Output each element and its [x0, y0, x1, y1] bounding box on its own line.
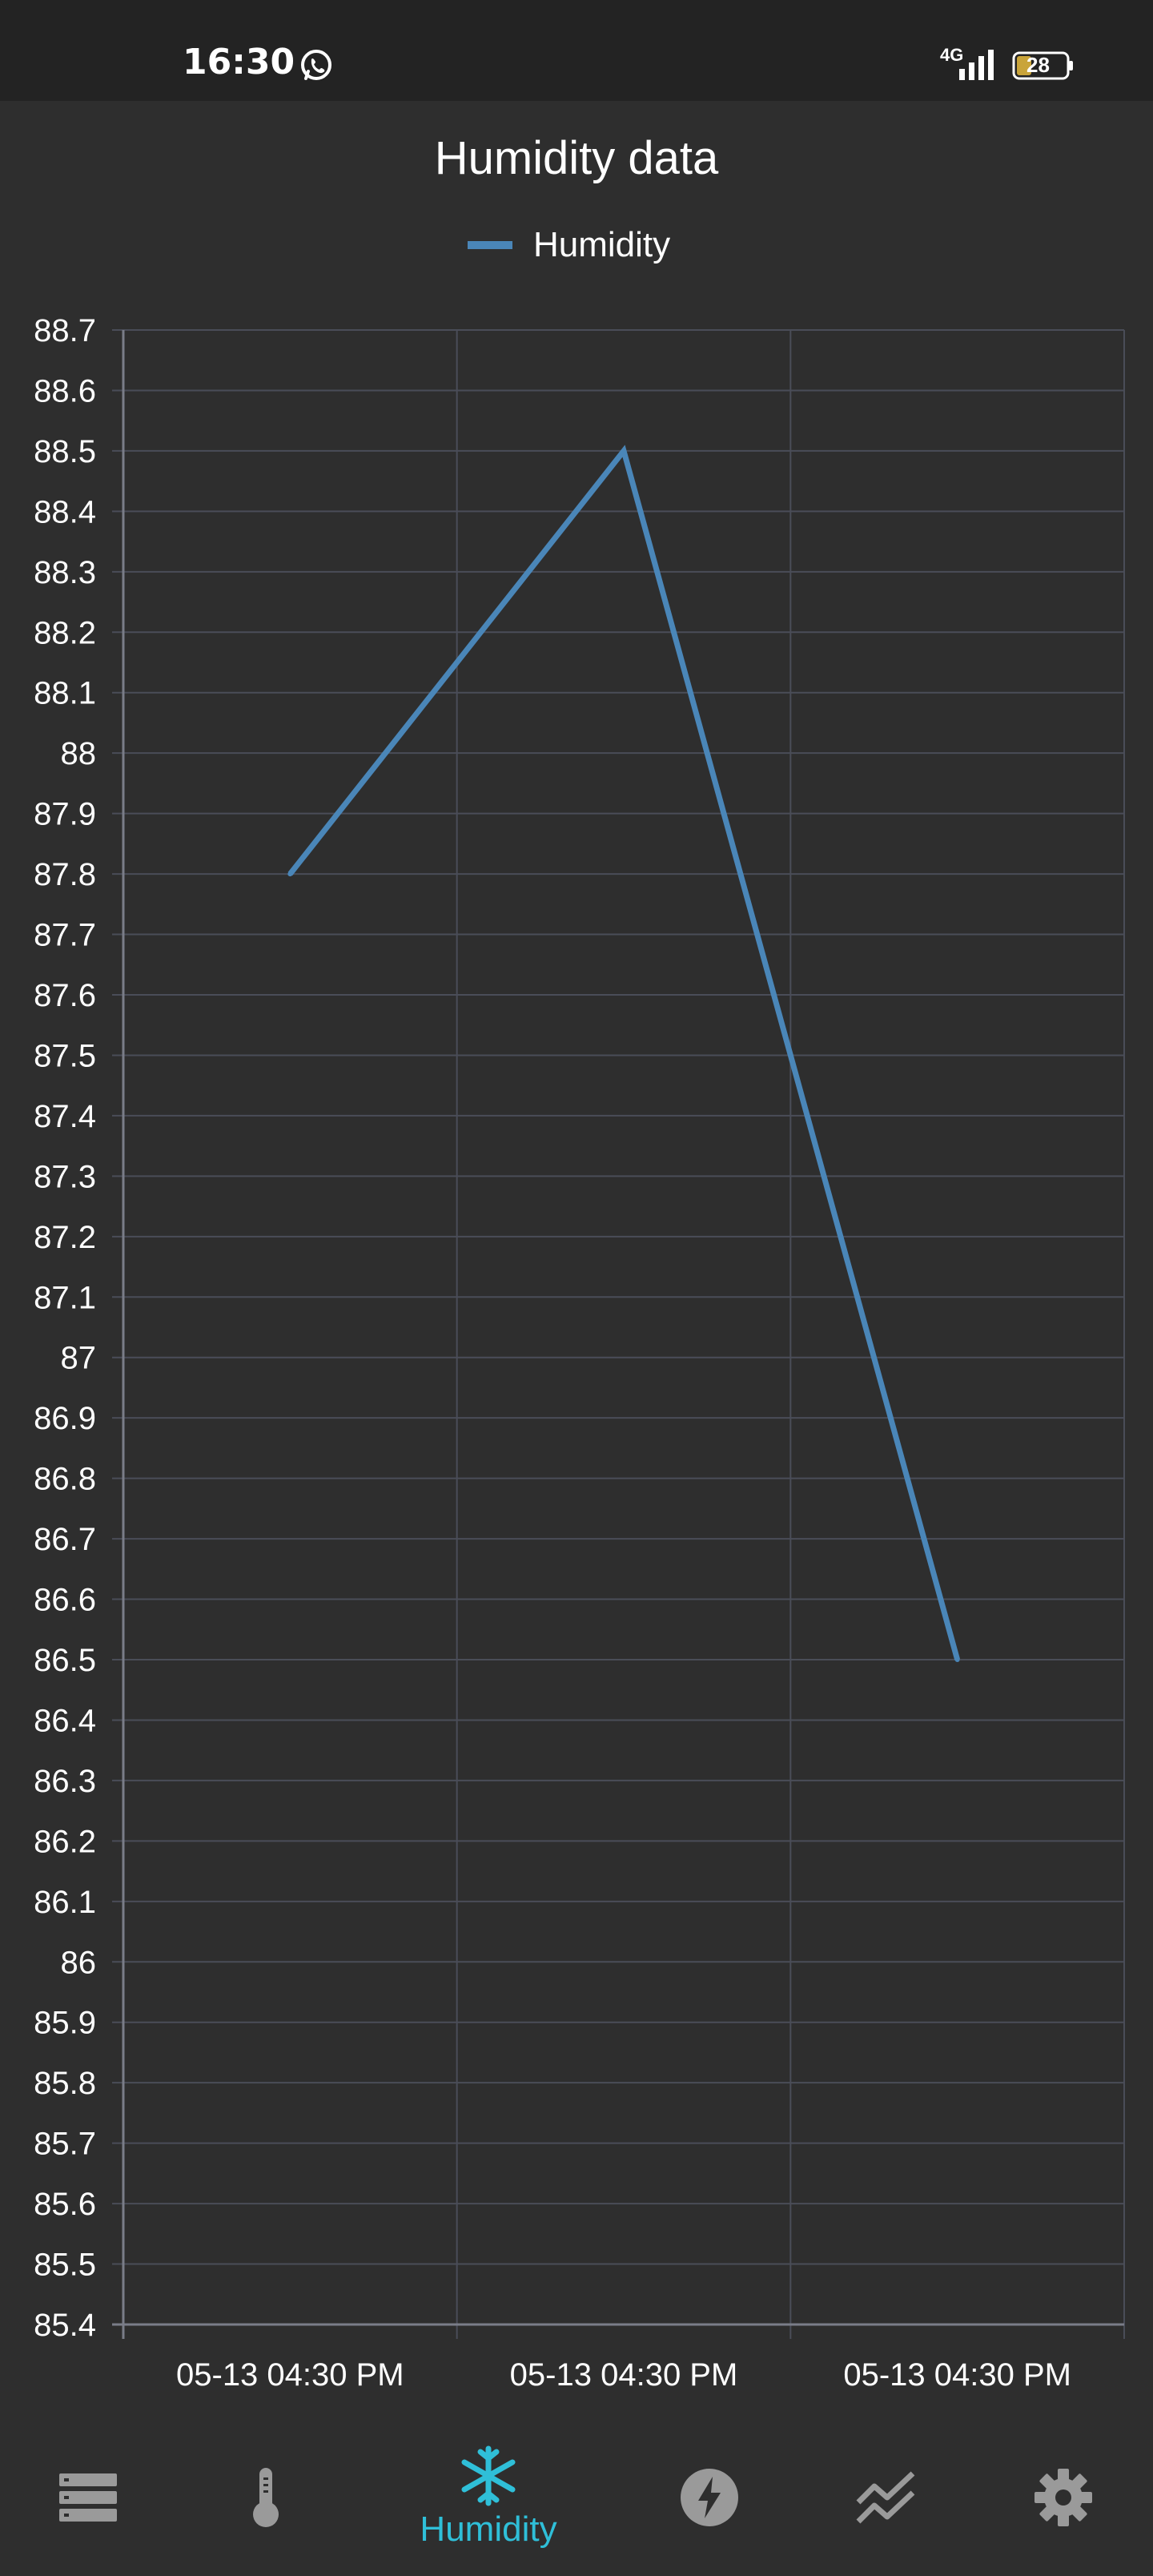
y-tick-label: 85.8: [34, 2066, 96, 2101]
y-tick-label: 87.3: [34, 1159, 96, 1194]
nav-item-list[interactable]: [48, 2419, 128, 2576]
snowflake-icon: [461, 2445, 516, 2506]
y-tick-label: 88: [61, 736, 97, 771]
y-tick-label: 86: [61, 1945, 97, 1980]
y-tick-label: 86.7: [34, 1522, 96, 1557]
y-tick-label: 87.9: [34, 797, 96, 832]
bottom-navigation: Humidity: [0, 2419, 1153, 2576]
status-bar: 16:30 4G 28: [0, 0, 1153, 101]
x-tick-label: 05-13 04:30 PM: [176, 2357, 404, 2387]
y-tick-label: 86.4: [34, 1703, 96, 1738]
y-tick-label: 85.7: [34, 2127, 96, 2162]
status-time: 16:30: [183, 42, 295, 83]
y-tick-label: 85.9: [34, 2006, 96, 2041]
y-tick-label: 87: [61, 1341, 97, 1376]
y-tick-label: 85.4: [34, 2308, 96, 2343]
battery-icon: [1012, 51, 1073, 80]
nav-label-humidity: Humidity: [420, 2510, 557, 2549]
y-tick-label: 88.3: [34, 555, 96, 590]
nav-item-trends[interactable]: [846, 2419, 926, 2576]
y-tick-label: 87.7: [34, 918, 96, 953]
y-tick-label: 88.7: [34, 313, 96, 348]
y-tick-label: 87.4: [34, 1099, 96, 1134]
gear-icon: [1034, 2469, 1092, 2526]
nav-item-humidity[interactable]: Humidity: [400, 2419, 576, 2576]
y-tick-label: 87.2: [34, 1220, 96, 1255]
legend-swatch: [468, 241, 512, 249]
nav-item-settings[interactable]: [1023, 2419, 1103, 2576]
network-type: 4G: [940, 45, 964, 65]
y-tick-label: 86.5: [34, 1643, 96, 1678]
y-tick-label: 88.4: [34, 494, 96, 529]
y-tick-label: 86.3: [34, 1764, 96, 1799]
humidity-chart[interactable]: 88.7 88.6 88.5 88.4 88.3 88.2 88.1 88 87.9 87.8 87…: [0, 304, 1153, 2387]
chart-legend[interactable]: Humidity: [468, 223, 670, 268]
y-tick-label: 87.6: [34, 978, 96, 1013]
y-tick-label: 86.9: [34, 1401, 96, 1436]
y-tick-label: 88.1: [34, 676, 96, 711]
chart-title: Humidity data: [434, 132, 719, 184]
whatsapp-icon: [301, 50, 331, 80]
legend-label: Humidity: [533, 225, 671, 264]
y-tick-label: 88.2: [34, 615, 96, 650]
battery-level: 28: [1026, 53, 1050, 77]
y-tick-label: 85.5: [34, 2248, 96, 2283]
x-tick-label: 05-13 04:30 PM: [510, 2357, 738, 2387]
signal-icon: [959, 50, 994, 80]
x-tick-label: 05-13 04:30 PM: [843, 2357, 1071, 2387]
thermometer-icon: [253, 2468, 279, 2527]
y-tick-label: 86.2: [34, 1824, 96, 1859]
y-tick-label: 86.8: [34, 1462, 96, 1497]
lightning-icon: [681, 2469, 738, 2526]
y-tick-label: 88.5: [34, 434, 96, 469]
list-icon: [59, 2473, 117, 2522]
y-tick-label: 85.6: [34, 2187, 96, 2222]
nav-item-temperature[interactable]: [226, 2419, 306, 2576]
y-tick-label: 87.8: [34, 857, 96, 892]
data-point: [621, 448, 626, 453]
data-point: [954, 1657, 960, 1662]
y-tick-label: 87.1: [34, 1280, 96, 1315]
trend-icon: [856, 2471, 915, 2524]
nav-item-power[interactable]: [669, 2419, 749, 2576]
y-tick-label: 87.5: [34, 1038, 96, 1073]
y-tick-label: 86.6: [34, 1583, 96, 1618]
data-point: [287, 871, 293, 877]
y-tick-label: 86.1: [34, 1885, 96, 1920]
y-tick-label: 88.6: [34, 373, 96, 409]
